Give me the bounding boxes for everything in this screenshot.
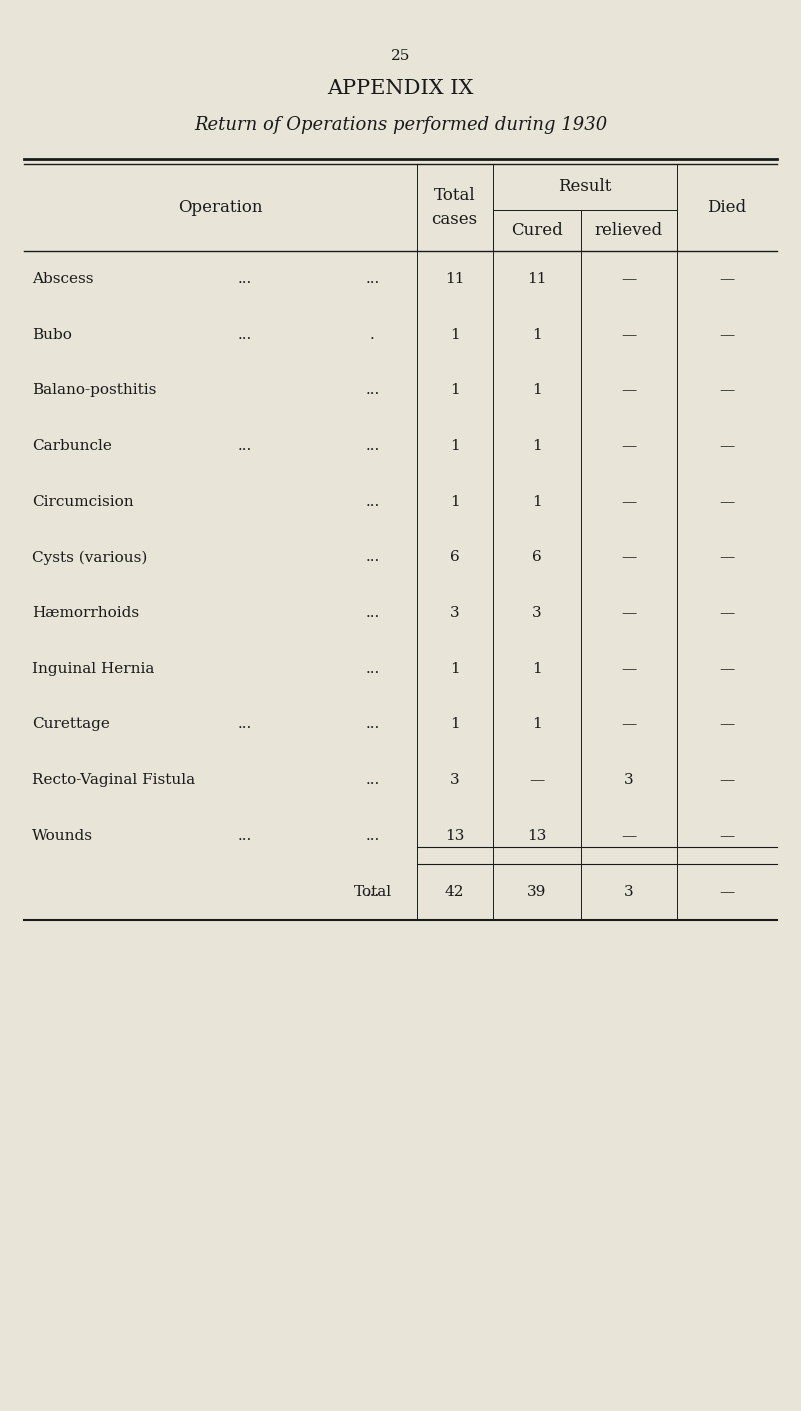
Text: —: — bbox=[719, 272, 735, 286]
Text: Inguinal Hernia: Inguinal Hernia bbox=[32, 662, 155, 676]
Text: Total: Total bbox=[354, 885, 392, 899]
Text: ...: ... bbox=[237, 828, 252, 842]
Text: ...: ... bbox=[365, 662, 380, 676]
Text: ...: ... bbox=[237, 327, 252, 341]
Text: Died: Died bbox=[707, 199, 747, 216]
Text: 3: 3 bbox=[624, 885, 634, 899]
Text: ...: ... bbox=[237, 717, 252, 731]
Text: —: — bbox=[719, 495, 735, 509]
Text: 3: 3 bbox=[532, 605, 541, 619]
Text: 25: 25 bbox=[391, 49, 410, 63]
Text: —: — bbox=[621, 550, 637, 564]
Text: Recto-Vaginal Fistula: Recto-Vaginal Fistula bbox=[32, 773, 195, 787]
Text: ...: ... bbox=[365, 605, 380, 619]
Text: 1: 1 bbox=[449, 662, 460, 676]
Text: —: — bbox=[621, 327, 637, 341]
Text: Carbuncle: Carbuncle bbox=[32, 439, 112, 453]
Text: ...: ... bbox=[237, 439, 252, 453]
Text: ...: ... bbox=[365, 773, 380, 787]
Text: 13: 13 bbox=[445, 828, 465, 842]
Text: 3: 3 bbox=[449, 773, 460, 787]
Text: 1: 1 bbox=[532, 495, 541, 509]
Text: —: — bbox=[719, 828, 735, 842]
Text: 1: 1 bbox=[532, 384, 541, 398]
Text: ...: ... bbox=[365, 885, 380, 899]
Text: 42: 42 bbox=[445, 885, 465, 899]
Text: ...: ... bbox=[365, 272, 380, 286]
Text: Cysts (various): Cysts (various) bbox=[32, 550, 147, 564]
Text: 11: 11 bbox=[527, 272, 546, 286]
Text: 1: 1 bbox=[449, 327, 460, 341]
Text: —: — bbox=[621, 384, 637, 398]
Text: 3: 3 bbox=[449, 605, 460, 619]
Text: —: — bbox=[719, 384, 735, 398]
Text: Return of Operations performed during 1930: Return of Operations performed during 19… bbox=[194, 116, 607, 134]
Text: 1: 1 bbox=[449, 439, 460, 453]
Text: 1: 1 bbox=[532, 662, 541, 676]
Text: —: — bbox=[621, 605, 637, 619]
Text: Curettage: Curettage bbox=[32, 717, 110, 731]
Text: —: — bbox=[621, 828, 637, 842]
Text: ...: ... bbox=[365, 717, 380, 731]
Text: —: — bbox=[719, 717, 735, 731]
Text: —: — bbox=[621, 717, 637, 731]
Text: —: — bbox=[621, 662, 637, 676]
Text: 1: 1 bbox=[449, 384, 460, 398]
Text: APPENDIX IX: APPENDIX IX bbox=[328, 79, 473, 97]
Text: —: — bbox=[719, 439, 735, 453]
Text: —: — bbox=[719, 605, 735, 619]
Text: ...: ... bbox=[365, 828, 380, 842]
Text: —: — bbox=[719, 885, 735, 899]
Text: 1: 1 bbox=[532, 327, 541, 341]
Text: Wounds: Wounds bbox=[32, 828, 93, 842]
Text: ...: ... bbox=[365, 439, 380, 453]
Text: Cured: Cured bbox=[511, 222, 562, 240]
Text: —: — bbox=[719, 662, 735, 676]
Text: ...: ... bbox=[365, 550, 380, 564]
Text: .: . bbox=[370, 327, 375, 341]
Text: 1: 1 bbox=[449, 495, 460, 509]
Text: Balano-posthitis: Balano-posthitis bbox=[32, 384, 156, 398]
Text: 3: 3 bbox=[624, 773, 634, 787]
Text: —: — bbox=[719, 327, 735, 341]
Text: —: — bbox=[621, 439, 637, 453]
Text: —: — bbox=[529, 773, 545, 787]
Text: 1: 1 bbox=[532, 439, 541, 453]
Text: ...: ... bbox=[365, 495, 380, 509]
Text: 39: 39 bbox=[527, 885, 546, 899]
Text: Result: Result bbox=[558, 178, 611, 196]
Text: —: — bbox=[719, 773, 735, 787]
Text: 6: 6 bbox=[449, 550, 460, 564]
Text: Total
cases: Total cases bbox=[432, 188, 477, 227]
Text: 1: 1 bbox=[532, 717, 541, 731]
Text: Operation: Operation bbox=[178, 199, 263, 216]
Text: 11: 11 bbox=[445, 272, 465, 286]
Text: —: — bbox=[621, 495, 637, 509]
Text: —: — bbox=[719, 550, 735, 564]
Text: 13: 13 bbox=[527, 828, 546, 842]
Text: Bubo: Bubo bbox=[32, 327, 72, 341]
Text: ...: ... bbox=[365, 384, 380, 398]
Text: Abscess: Abscess bbox=[32, 272, 94, 286]
Text: ...: ... bbox=[237, 272, 252, 286]
Text: Hæmorrhoids: Hæmorrhoids bbox=[32, 605, 139, 619]
Text: 1: 1 bbox=[449, 717, 460, 731]
Text: 6: 6 bbox=[532, 550, 541, 564]
Text: relieved: relieved bbox=[594, 222, 663, 240]
Text: Circumcision: Circumcision bbox=[32, 495, 134, 509]
Text: —: — bbox=[621, 272, 637, 286]
